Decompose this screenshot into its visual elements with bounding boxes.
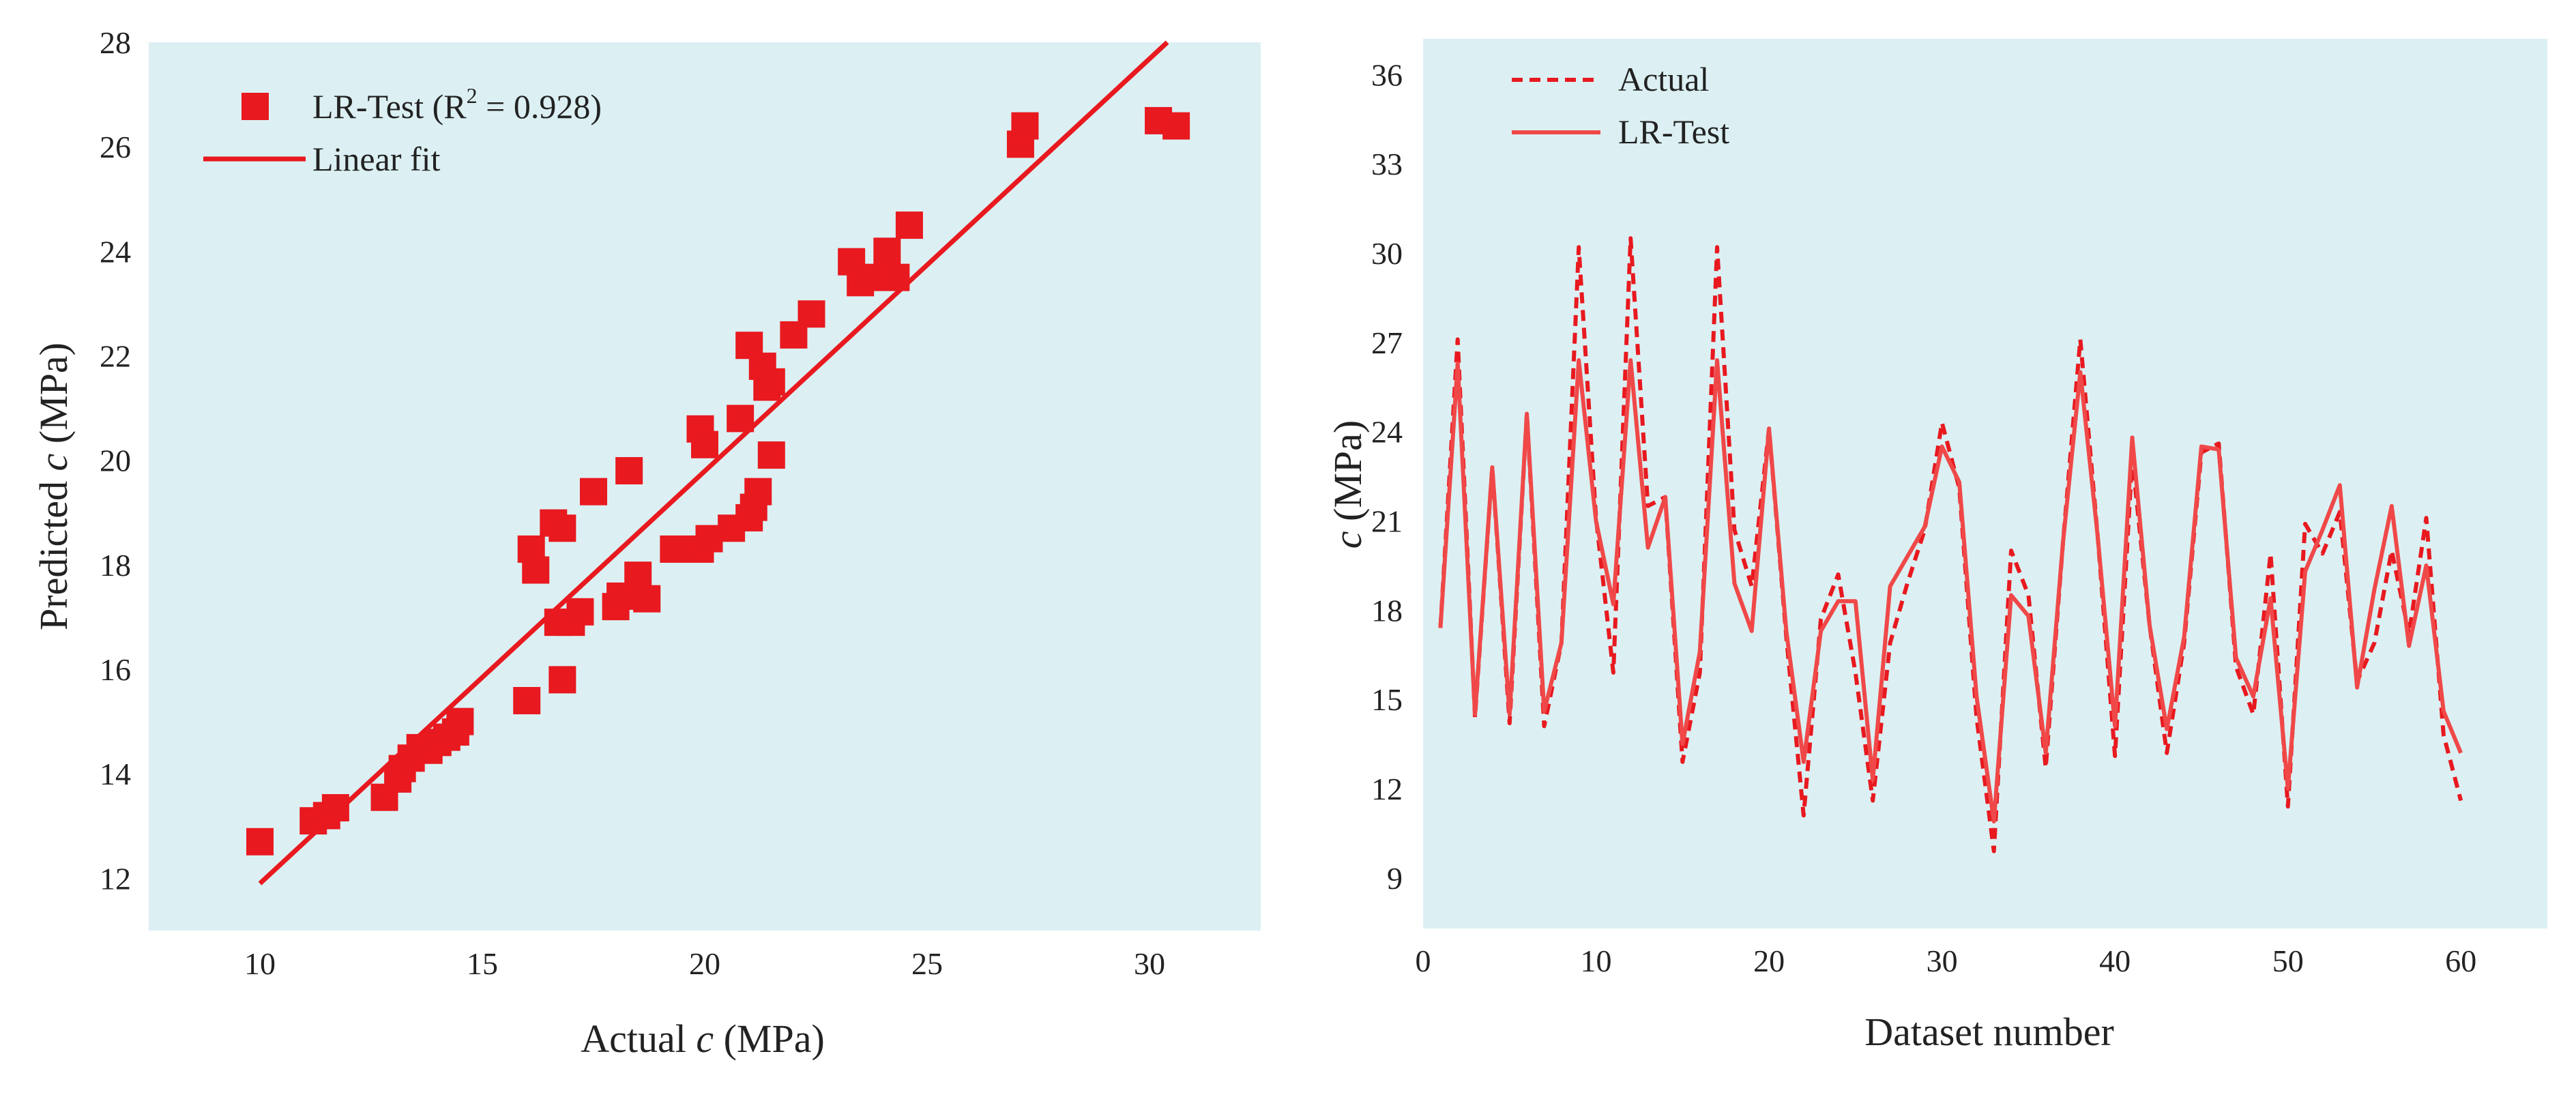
scatter-point <box>1162 112 1190 140</box>
left-y-tick-label: 16 <box>100 652 131 687</box>
right-y-tick-label: 30 <box>1371 236 1403 271</box>
legend-scatter-label: LR-Test (R2 = 0.928) <box>312 83 602 126</box>
left-y-tick-label: 22 <box>100 339 131 374</box>
left-x-tick-label: 10 <box>244 946 276 981</box>
scatter-point <box>624 561 652 589</box>
right-y-tick-label: 33 <box>1371 147 1403 181</box>
right-y-tick-label: 18 <box>1371 593 1403 628</box>
right-x-tick-label: 10 <box>1581 944 1612 978</box>
right-y-tick-label: 36 <box>1371 57 1403 92</box>
right-line-panel: 0 10 20 30 40 50 60 9 12 15 18 21 24 27 30 33 36 Actual… <box>1326 39 2547 1054</box>
left-y-tick-label: 26 <box>100 130 131 164</box>
scatter-point <box>548 514 576 542</box>
scatter-point <box>633 585 661 613</box>
right-y-tick-label: 21 <box>1371 504 1403 539</box>
scatter-point <box>615 457 643 485</box>
scatter-point <box>895 211 923 239</box>
right-x-tick-label: 50 <box>2272 944 2304 978</box>
scatter-point <box>321 794 349 822</box>
scatter-point <box>873 237 901 265</box>
scatter-point <box>513 687 541 715</box>
left-x-tick-label: 30 <box>1134 946 1165 981</box>
right-x-tick-label: 20 <box>1753 944 1785 978</box>
scatter-point <box>446 707 474 735</box>
right-y-tick-label: 9 <box>1387 861 1403 896</box>
left-x-tick-label: 25 <box>911 946 943 981</box>
scatter-point <box>580 478 607 506</box>
scatter-point <box>757 368 785 396</box>
scatter-point <box>691 430 718 458</box>
left-y-axis-label: Predicted c (MPa) <box>31 342 76 630</box>
scatter-point <box>660 535 688 563</box>
legend-scatter-marker <box>241 93 269 120</box>
right-x-tick-label: 0 <box>1416 944 1431 978</box>
left-y-tick-label: 18 <box>100 548 131 583</box>
scatter-point <box>744 478 772 506</box>
actual-series-line <box>1438 236 2463 853</box>
right-x-axis-label: Dataset number <box>1864 1010 2114 1054</box>
scatter-point <box>566 598 594 626</box>
right-y-axis-label: c (MPa) <box>1326 420 1370 548</box>
legend-fit-label: Linear fit <box>312 140 441 178</box>
lr-test-series-line <box>1438 358 2463 823</box>
left-y-tick-label: 20 <box>100 443 131 478</box>
right-x-tick-label: 40 <box>2099 944 2131 978</box>
scatter-point <box>855 263 883 291</box>
right-x-tick-label: 60 <box>2445 944 2476 978</box>
left-y-tick-label: 14 <box>100 757 131 791</box>
left-scatter-panel: 10 15 20 25 30 12 14 16 18 20 22 24 26 28 LR-Test (R… <box>31 25 1261 1061</box>
right-y-tick-label: 27 <box>1371 325 1403 360</box>
scatter-point <box>882 263 910 291</box>
scatter-point <box>1011 112 1039 140</box>
left-x-axis-label: Actual c (MPa) <box>581 1016 825 1061</box>
legend-actual-label: Actual <box>1618 60 1709 98</box>
scatter-point <box>727 405 755 433</box>
scatter-point <box>757 441 785 469</box>
left-x-tick-label: 20 <box>689 946 720 981</box>
right-y-tick-label: 12 <box>1371 772 1403 806</box>
scatter-point <box>246 828 274 855</box>
left-y-tick-label: 28 <box>100 25 131 60</box>
scatter-point <box>522 556 550 584</box>
scatter-point <box>797 300 825 328</box>
left-plot-area <box>149 42 1261 931</box>
right-x-tick-label: 30 <box>1927 944 1958 978</box>
right-y-tick-label: 24 <box>1371 415 1403 450</box>
left-y-tick-label: 24 <box>100 234 131 269</box>
legend-lr-test-label: LR-Test <box>1618 113 1729 151</box>
left-y-tick-label: 12 <box>100 861 131 896</box>
scatter-point <box>548 666 576 694</box>
right-y-tick-label: 15 <box>1371 682 1403 717</box>
left-x-tick-label: 15 <box>467 946 498 981</box>
